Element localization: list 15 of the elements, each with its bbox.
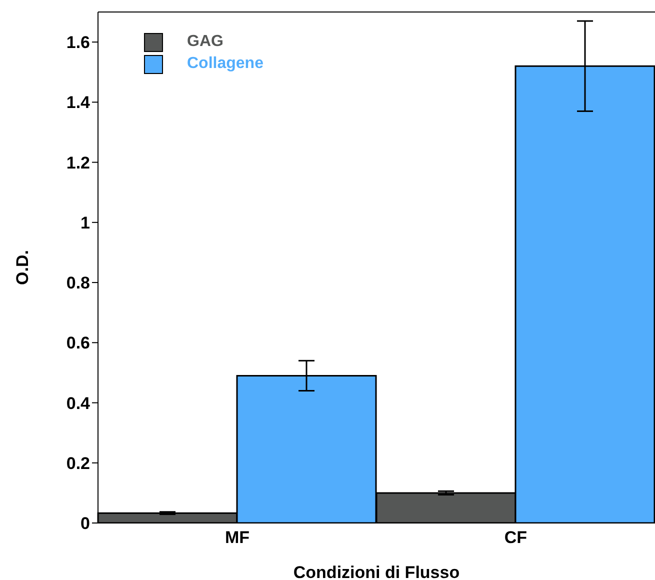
legend-label: Collagene xyxy=(187,55,264,73)
y-tick-label: 1 xyxy=(80,213,90,232)
y-tick-label: 0.6 xyxy=(66,334,90,353)
y-tick-label: 1.6 xyxy=(66,33,90,52)
y-tick-label: 1.2 xyxy=(66,153,90,172)
legend-label: GAG xyxy=(187,33,224,51)
y-tick-label: 0.4 xyxy=(66,394,91,413)
y-tick-label: 0 xyxy=(80,514,90,534)
y-tick-label: 0.8 xyxy=(66,274,90,293)
y-tick-label: 1.4 xyxy=(66,93,91,112)
x-tick-label: MF xyxy=(224,528,250,548)
x-axis-title: Condizioni di Flusso xyxy=(293,563,460,580)
x-tick-label: CF xyxy=(504,528,528,548)
y-axis-title: O.D. xyxy=(13,250,32,285)
y-tick-label: 0.2 xyxy=(66,454,90,473)
